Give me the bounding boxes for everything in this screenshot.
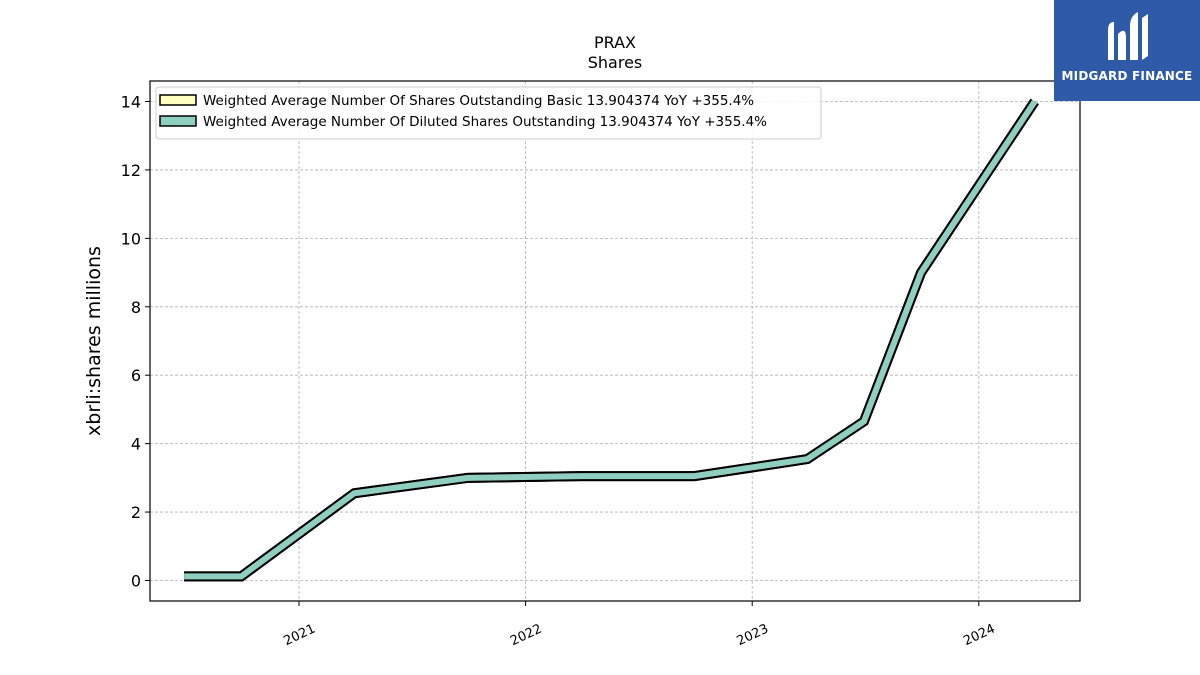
y-axis: 0 2 4 6 8 10 12 14 (121, 93, 150, 590)
legend-swatch (159, 115, 197, 127)
series-1 (184, 98, 1039, 582)
plot-area (184, 98, 1039, 582)
y-tick-label: 14 (121, 93, 141, 112)
y-axis-label: xbrli:shares millions (83, 246, 105, 436)
series-line (184, 99, 1038, 580)
series-line-outline (184, 98, 1039, 582)
legend: Weighted Average Number Of Shares Outsta… (155, 86, 822, 140)
legend-swatch (159, 94, 197, 106)
chart-title: PRAX (594, 33, 636, 52)
midgard-finance-logo: MIDGARD FINANCE (1054, 0, 1200, 101)
plot-frame (149, 80, 1081, 602)
legend-box (155, 86, 822, 140)
midgard-logo-icon (1108, 12, 1148, 60)
y-tick-label: 0 (131, 571, 141, 590)
x-tick-label: 2023 (735, 622, 771, 650)
legend-entry: Weighted Average Number Of Diluted Share… (203, 114, 767, 130)
logo-text: MIDGARD FINANCE (1061, 69, 1193, 83)
x-tick-label: 2022 (508, 622, 544, 650)
y-tick-label: 8 (131, 298, 141, 317)
x-axis: 2021 2022 2023 2024 (281, 601, 998, 650)
chart-subtitle: Shares (588, 53, 643, 72)
y-tick-label: 4 (131, 435, 141, 454)
y-tick-label: 10 (121, 229, 141, 248)
series-2 (184, 98, 1039, 582)
series-line (184, 99, 1038, 580)
y-tick-label: 6 (131, 366, 141, 385)
legend-entry: Weighted Average Number Of Shares Outsta… (203, 93, 754, 109)
y-tick-label: 12 (121, 161, 141, 180)
grid (150, 81, 1080, 601)
y-tick-label: 2 (131, 503, 141, 522)
x-tick-label: 2021 (281, 622, 317, 650)
series-line-outline (184, 98, 1039, 582)
x-tick-label: 2024 (961, 622, 997, 650)
